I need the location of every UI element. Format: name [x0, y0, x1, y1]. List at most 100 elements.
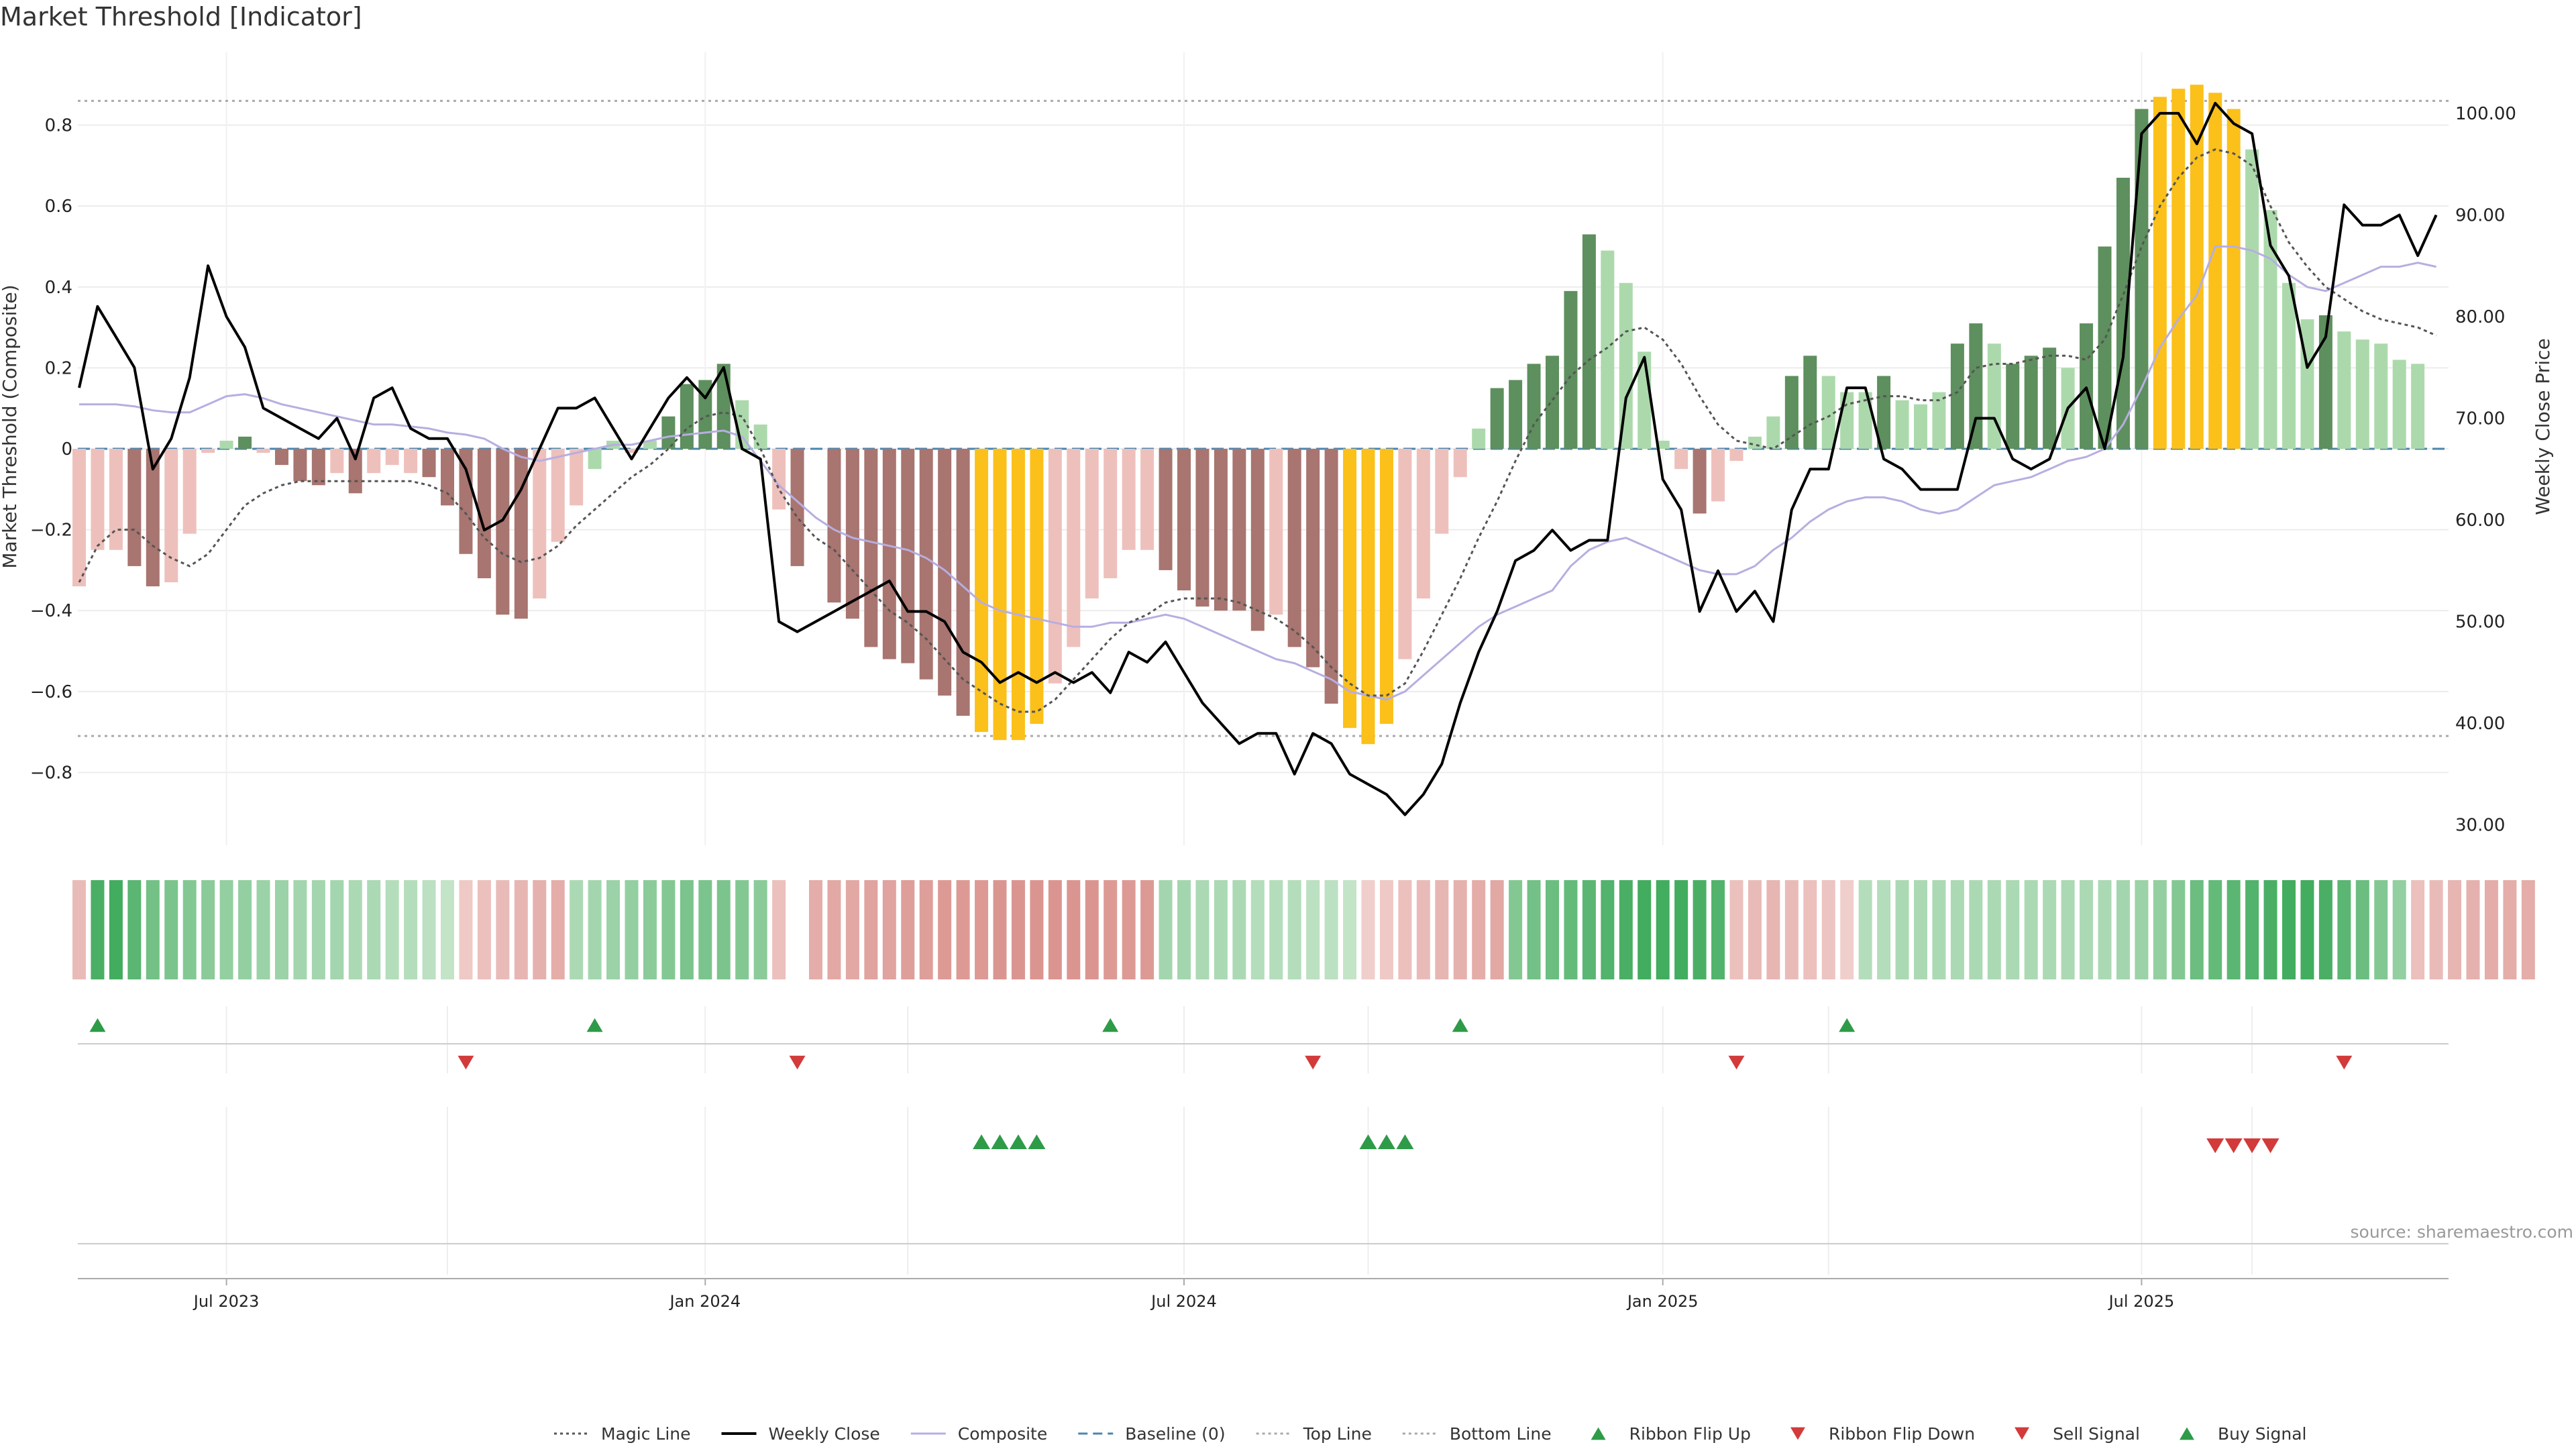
- signal-panel: [78, 1107, 2449, 1275]
- composite-bar: [2355, 339, 2369, 449]
- buy-signal-marker: [991, 1134, 1009, 1150]
- ribbon-cell: [1969, 880, 1983, 979]
- ribbon-cell: [1564, 880, 1578, 979]
- ribbon-cell: [2116, 880, 2130, 979]
- composite-bar: [459, 449, 473, 554]
- ribbon-cell: [2484, 880, 2498, 979]
- ribbon-cell: [2429, 880, 2443, 979]
- ribbon-cell: [1232, 880, 1246, 979]
- composite-bar: [1159, 449, 1173, 570]
- ribbon-cell: [404, 880, 418, 979]
- ribbon-cell: [1030, 880, 1044, 979]
- ribbon-flip-down-marker: [1305, 1055, 1322, 1070]
- ribbon-cell: [1177, 880, 1191, 979]
- x-axis: Jul 2023 Jan 2024 Jul 2024 Jan 2025 Jul 2025: [78, 1278, 2449, 1311]
- ribbon-cell: [182, 880, 197, 979]
- sell-signal-marker: [2224, 1138, 2243, 1154]
- composite-bar: [2098, 246, 2112, 449]
- ribbon-flip-down-marker: [458, 1055, 474, 1070]
- composite-bar: [2024, 356, 2038, 449]
- composite-bar: [2080, 323, 2094, 449]
- composite-bar: [1287, 449, 1301, 647]
- ribbon-cell: [993, 880, 1007, 979]
- composite-bar: [1030, 449, 1044, 724]
- ribbon-cell: [2024, 880, 2038, 979]
- legend-label: Buy Signal: [2218, 1424, 2307, 1444]
- ribbon-cell: [1527, 880, 1541, 979]
- ribbon-cell: [606, 880, 621, 979]
- composite-bar: [1546, 356, 1559, 449]
- legend-marker-icon: [1790, 1427, 1805, 1440]
- ribbon-cell: [956, 880, 970, 979]
- composite-bar: [1674, 449, 1688, 470]
- ribbon-cell: [570, 880, 584, 979]
- ribbon-cell: [109, 880, 123, 979]
- x-tick-label: Jul 2025: [2108, 1292, 2175, 1311]
- ribbon-cell: [1877, 880, 1891, 979]
- composite-bar: [2392, 360, 2406, 449]
- legend-item: Sell Signal: [2015, 1424, 2140, 1444]
- composite-bar: [2208, 93, 2222, 449]
- ribbon-cell: [2226, 880, 2241, 979]
- composite-bar: [1214, 449, 1228, 611]
- composite-bar: [514, 449, 528, 619]
- ribbon-cell: [127, 880, 142, 979]
- composite-bar: [1969, 323, 1983, 449]
- ribbon-cell: [2098, 880, 2112, 979]
- ribbon-cell: [1343, 880, 1357, 979]
- legend-item: Bottom Line: [1402, 1424, 1552, 1444]
- legend-label: Sell Signal: [2053, 1424, 2140, 1444]
- ribbon-cell: [551, 880, 565, 979]
- composite-bar: [91, 449, 105, 550]
- composite-bar: [993, 449, 1007, 741]
- right-tick-label: 90.00: [2455, 205, 2505, 225]
- composite-bar: [1821, 376, 1835, 449]
- buy-signal-marker: [1009, 1134, 1027, 1150]
- ribbon-cell: [1398, 880, 1412, 979]
- composite-bar: [2006, 364, 2020, 449]
- ribbon-cell: [2337, 880, 2351, 979]
- composite-bar: [109, 449, 123, 550]
- composite-bar: [2190, 85, 2204, 449]
- legend-label: Baseline (0): [1125, 1424, 1225, 1444]
- right-tick-label: 100.00: [2455, 104, 2516, 124]
- composite-bar: [1343, 449, 1357, 729]
- ribbon-cell: [311, 880, 325, 979]
- composite-bars: [72, 85, 2425, 745]
- composite-bar: [496, 449, 510, 615]
- legend-item: Ribbon Flip Up: [1591, 1424, 1751, 1444]
- ribbon-cell: [2448, 880, 2462, 979]
- composite-bar: [533, 449, 547, 599]
- ribbon-cell: [2245, 880, 2259, 979]
- composite-bar: [680, 384, 694, 449]
- composite-bar: [588, 449, 602, 470]
- right-tick-label: 70.00: [2455, 409, 2505, 429]
- composite-bar: [1803, 356, 1817, 449]
- ribbon-cell: [2190, 880, 2204, 979]
- composite-bar: [1435, 449, 1449, 534]
- buy-signal-marker: [1396, 1134, 1414, 1150]
- ribbon-cell: [164, 880, 178, 979]
- legend-label: Bottom Line: [1450, 1424, 1552, 1444]
- composite-bar: [1398, 449, 1412, 659]
- ribbon-flip-up-marker: [586, 1018, 603, 1032]
- ribbon-cell: [1067, 880, 1081, 979]
- composite-bar: [1766, 416, 1780, 449]
- composite-bar: [1361, 449, 1375, 745]
- legend-item: Magic Line: [554, 1424, 691, 1444]
- ribbon-cell: [2171, 880, 2186, 979]
- ribbon-cell: [588, 880, 602, 979]
- x-tick-label: Jan 2025: [1626, 1292, 1699, 1311]
- composite-bar: [2318, 315, 2332, 449]
- ribbon-cell: [1490, 880, 1504, 979]
- composite-bar: [2263, 210, 2277, 449]
- ribbon-cell: [1748, 880, 1762, 979]
- composite-bar: [1527, 364, 1541, 449]
- weekly-close-line: [78, 101, 2438, 816]
- right-axis-label: Weekly Close Price: [2532, 338, 2554, 515]
- legend-item: Composite: [910, 1424, 1047, 1444]
- ribbon-cell: [938, 880, 952, 979]
- composite-bar: [182, 449, 197, 534]
- ribbon-cell: [2208, 880, 2222, 979]
- ribbon-cell: [1509, 880, 1523, 979]
